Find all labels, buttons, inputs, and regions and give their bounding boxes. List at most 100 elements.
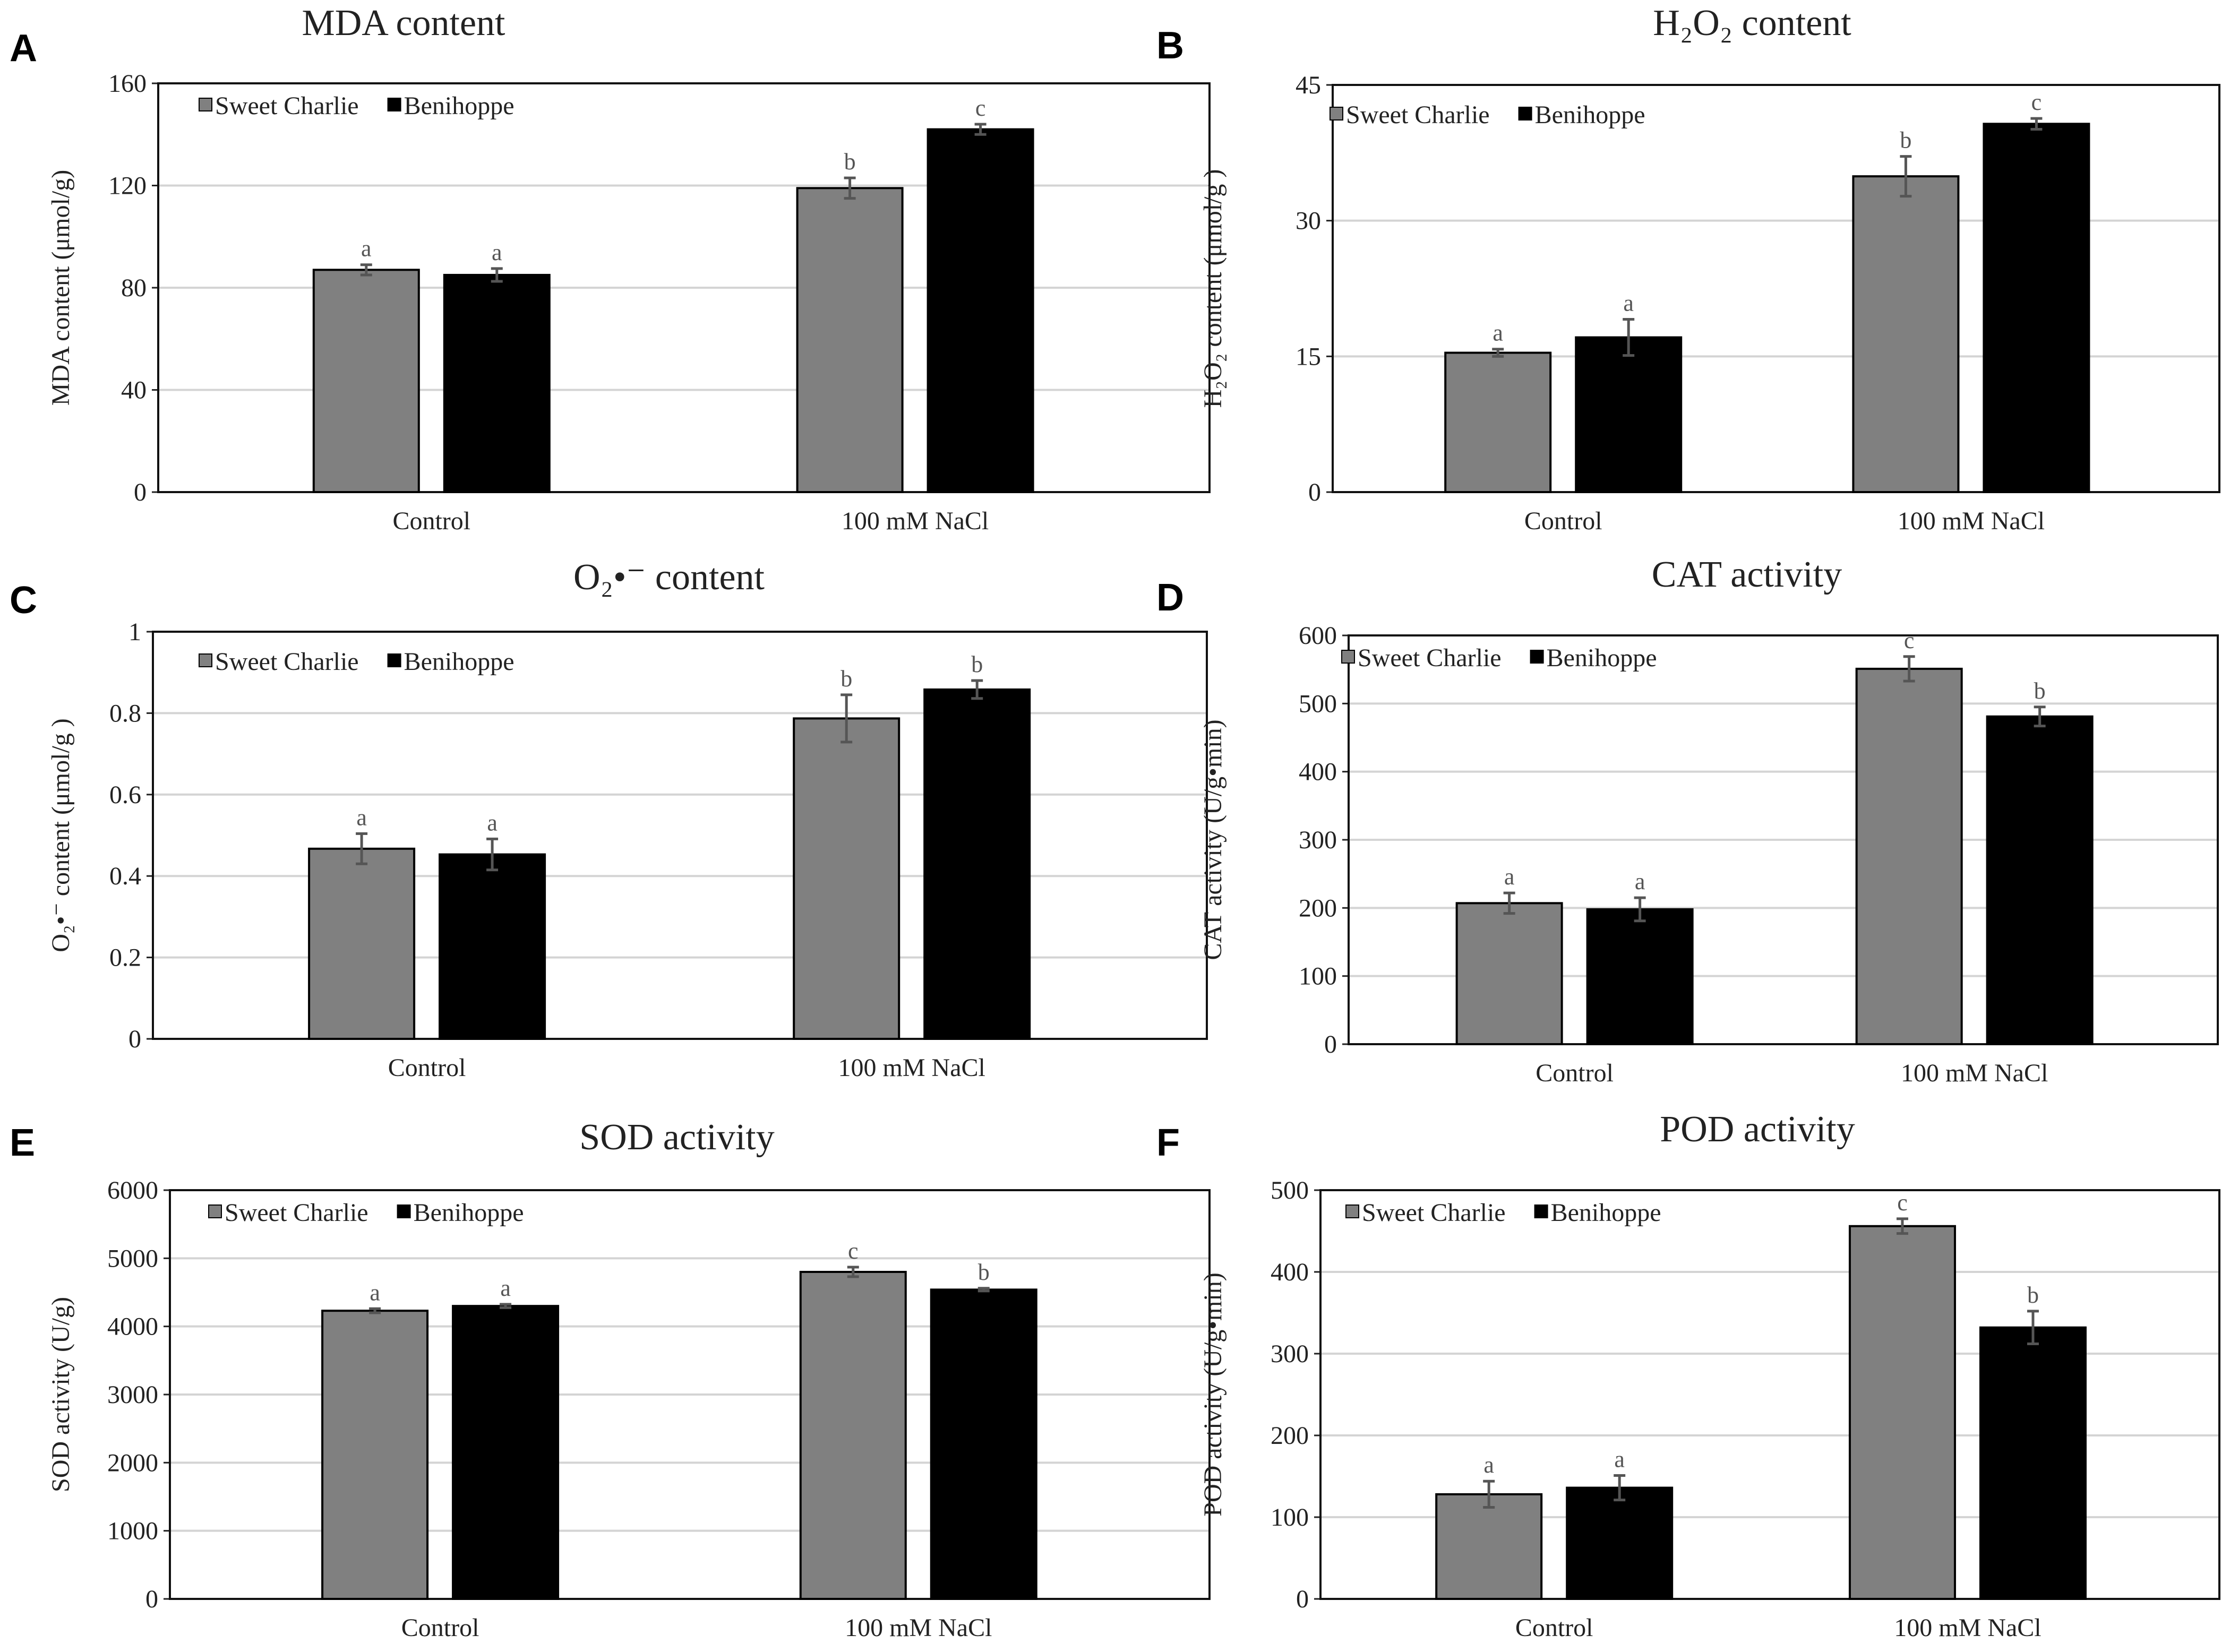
y-tick-label: 100 (1271, 1503, 1309, 1531)
legend-label: Sweet Charlie (215, 92, 359, 120)
bar-sweet-charlie-1 (1852, 175, 1960, 494)
y-axis-label: SOD activity (U/g) (47, 1297, 75, 1492)
legend-swatch (387, 98, 401, 111)
y-axis-label: O₂•⁻ content (μmol/g ) (47, 718, 75, 952)
panel-letter: A (10, 27, 37, 70)
y-tick-label: 600 (1299, 622, 1337, 650)
legend-swatch (387, 653, 401, 667)
legend-label: Benihoppe (404, 648, 514, 676)
bar-sweet-charlie-0 (1455, 902, 1563, 1045)
y-tick-label: 15 (1296, 342, 1321, 371)
y-tick-label: 2000 (107, 1449, 158, 1477)
y-tick-label: 500 (1271, 1176, 1309, 1204)
y-tick-label: 0.8 (109, 699, 141, 727)
significance-letter: a (1483, 1452, 1494, 1478)
y-tick-label: 0.2 (109, 944, 141, 972)
significance-letter: a (1623, 290, 1634, 316)
y-tick-label: 160 (108, 70, 147, 98)
bar-sweet-charlie-1 (799, 1271, 907, 1600)
panel-letter: B (1156, 24, 1184, 67)
y-tick-label: 200 (1299, 894, 1337, 922)
chart-title: H₂O₂ content (1653, 3, 1851, 44)
y-tick-label: 0 (1324, 1030, 1337, 1059)
x-category-label: 100 mM NaCl (1901, 1059, 2048, 1087)
y-tick-label: 0 (134, 478, 147, 506)
bar-benihoppe-1 (1986, 715, 2094, 1045)
significance-letter: b (971, 651, 983, 677)
bar-sweet-charlie-1 (793, 717, 900, 1040)
significance-letter: c (2031, 89, 2042, 115)
y-tick-label: 0.6 (109, 781, 141, 809)
plot-frame (1319, 1189, 2220, 1600)
significance-letter: a (1614, 1446, 1625, 1472)
bar-benihoppe-1 (927, 128, 1034, 493)
panel-letter: F (1156, 1122, 1180, 1164)
panel-f: F POD activity 0 100 200 300 400 500 POD activit… (1156, 1109, 2220, 1642)
x-category-label: 100 mM NaCl (1898, 507, 2045, 535)
chart-title: CAT activity (1652, 554, 1842, 595)
legend-label: Benihoppe (1547, 644, 1657, 672)
panel-b: B H₂O₂ content 0 15 30 45 H₂O₂ content (μmol/g… (1156, 3, 2220, 535)
legend-swatch (1518, 107, 1532, 121)
significance-letter: b (2027, 1282, 2039, 1308)
legend-swatch (397, 1204, 411, 1218)
y-tick-label: 500 (1299, 690, 1337, 718)
bar-benihoppe-0 (1575, 336, 1683, 493)
legend-label: Sweet Charlie (1346, 101, 1490, 129)
y-tick-label: 0 (1296, 1585, 1309, 1613)
legend-swatch (208, 1204, 222, 1218)
x-category-label: Control (388, 1054, 466, 1082)
x-category-label: Control (1536, 1059, 1614, 1087)
y-tick-label: 6000 (107, 1176, 158, 1204)
plot-frame (157, 82, 1211, 493)
legend-label: Benihoppe (1551, 1199, 1661, 1227)
y-tick-label: 80 (121, 274, 147, 302)
plot-frame (152, 631, 1208, 1040)
bar-benihoppe-0 (443, 273, 551, 493)
plot-frame (169, 1189, 1211, 1600)
x-category-label: Control (1515, 1614, 1593, 1642)
bar-benihoppe-1 (923, 688, 1031, 1040)
significance-letter: c (975, 95, 986, 121)
panel-letter: D (1156, 577, 1184, 619)
x-category-label: 100 mM NaCl (845, 1614, 992, 1642)
chart-title: MDA content (302, 3, 505, 44)
chart-title: SOD activity (579, 1117, 774, 1158)
chart-title: O₂•⁻ content (573, 557, 765, 598)
significance-letter: b (1900, 127, 1911, 153)
bar-sweet-charlie-1 (1855, 667, 1963, 1045)
y-axis-label: H₂O₂ content (μmol/g ) (1199, 169, 1227, 408)
legend-label: Benihoppe (404, 92, 514, 120)
bar-sweet-charlie-1 (1848, 1225, 1956, 1600)
significance-letter: a (1493, 320, 1503, 346)
legend-swatch (199, 98, 212, 111)
x-category-label: 100 mM NaCl (1894, 1614, 2041, 1642)
significance-letter: b (844, 149, 856, 175)
panel-e: E SOD activity 0 1000 2000 3000 4000 5000 6000 SO… (10, 1117, 1211, 1642)
panel-letter: E (10, 1122, 35, 1164)
y-tick-label: 3000 (107, 1381, 158, 1409)
y-tick-label: 120 (108, 172, 147, 200)
bar-benihoppe-0 (1566, 1486, 1674, 1601)
legend-swatch (1341, 650, 1355, 664)
significance-letter: c (848, 1238, 859, 1264)
legend-label: Sweet Charlie (215, 648, 359, 676)
x-category-label: 100 mM NaCl (838, 1054, 985, 1082)
significance-letter: b (978, 1259, 990, 1285)
plot-frame (1348, 634, 2219, 1045)
y-tick-label: 4000 (107, 1313, 158, 1341)
y-tick-label: 0 (1308, 478, 1321, 506)
panel-c: C O₂•⁻ content 0 0.2 0.4 0.6 0.8 1 O₂•⁻ content … (10, 557, 1208, 1082)
y-tick-label: 200 (1271, 1422, 1309, 1450)
panel-letter: C (10, 579, 37, 622)
significance-letter: a (487, 810, 498, 836)
panel-a: A MDA content 0 40 80 120 160 MDA content (μmol… (10, 3, 1211, 535)
bar-sweet-charlie-0 (308, 847, 416, 1040)
legend-swatch (1345, 1204, 1359, 1218)
significance-letter: a (492, 239, 502, 265)
significance-letter: a (500, 1275, 511, 1301)
legend-swatch (1534, 1204, 1548, 1218)
bar-sweet-charlie-0 (312, 269, 420, 493)
y-axis-label: MDA content (μmol/g) (47, 170, 75, 406)
